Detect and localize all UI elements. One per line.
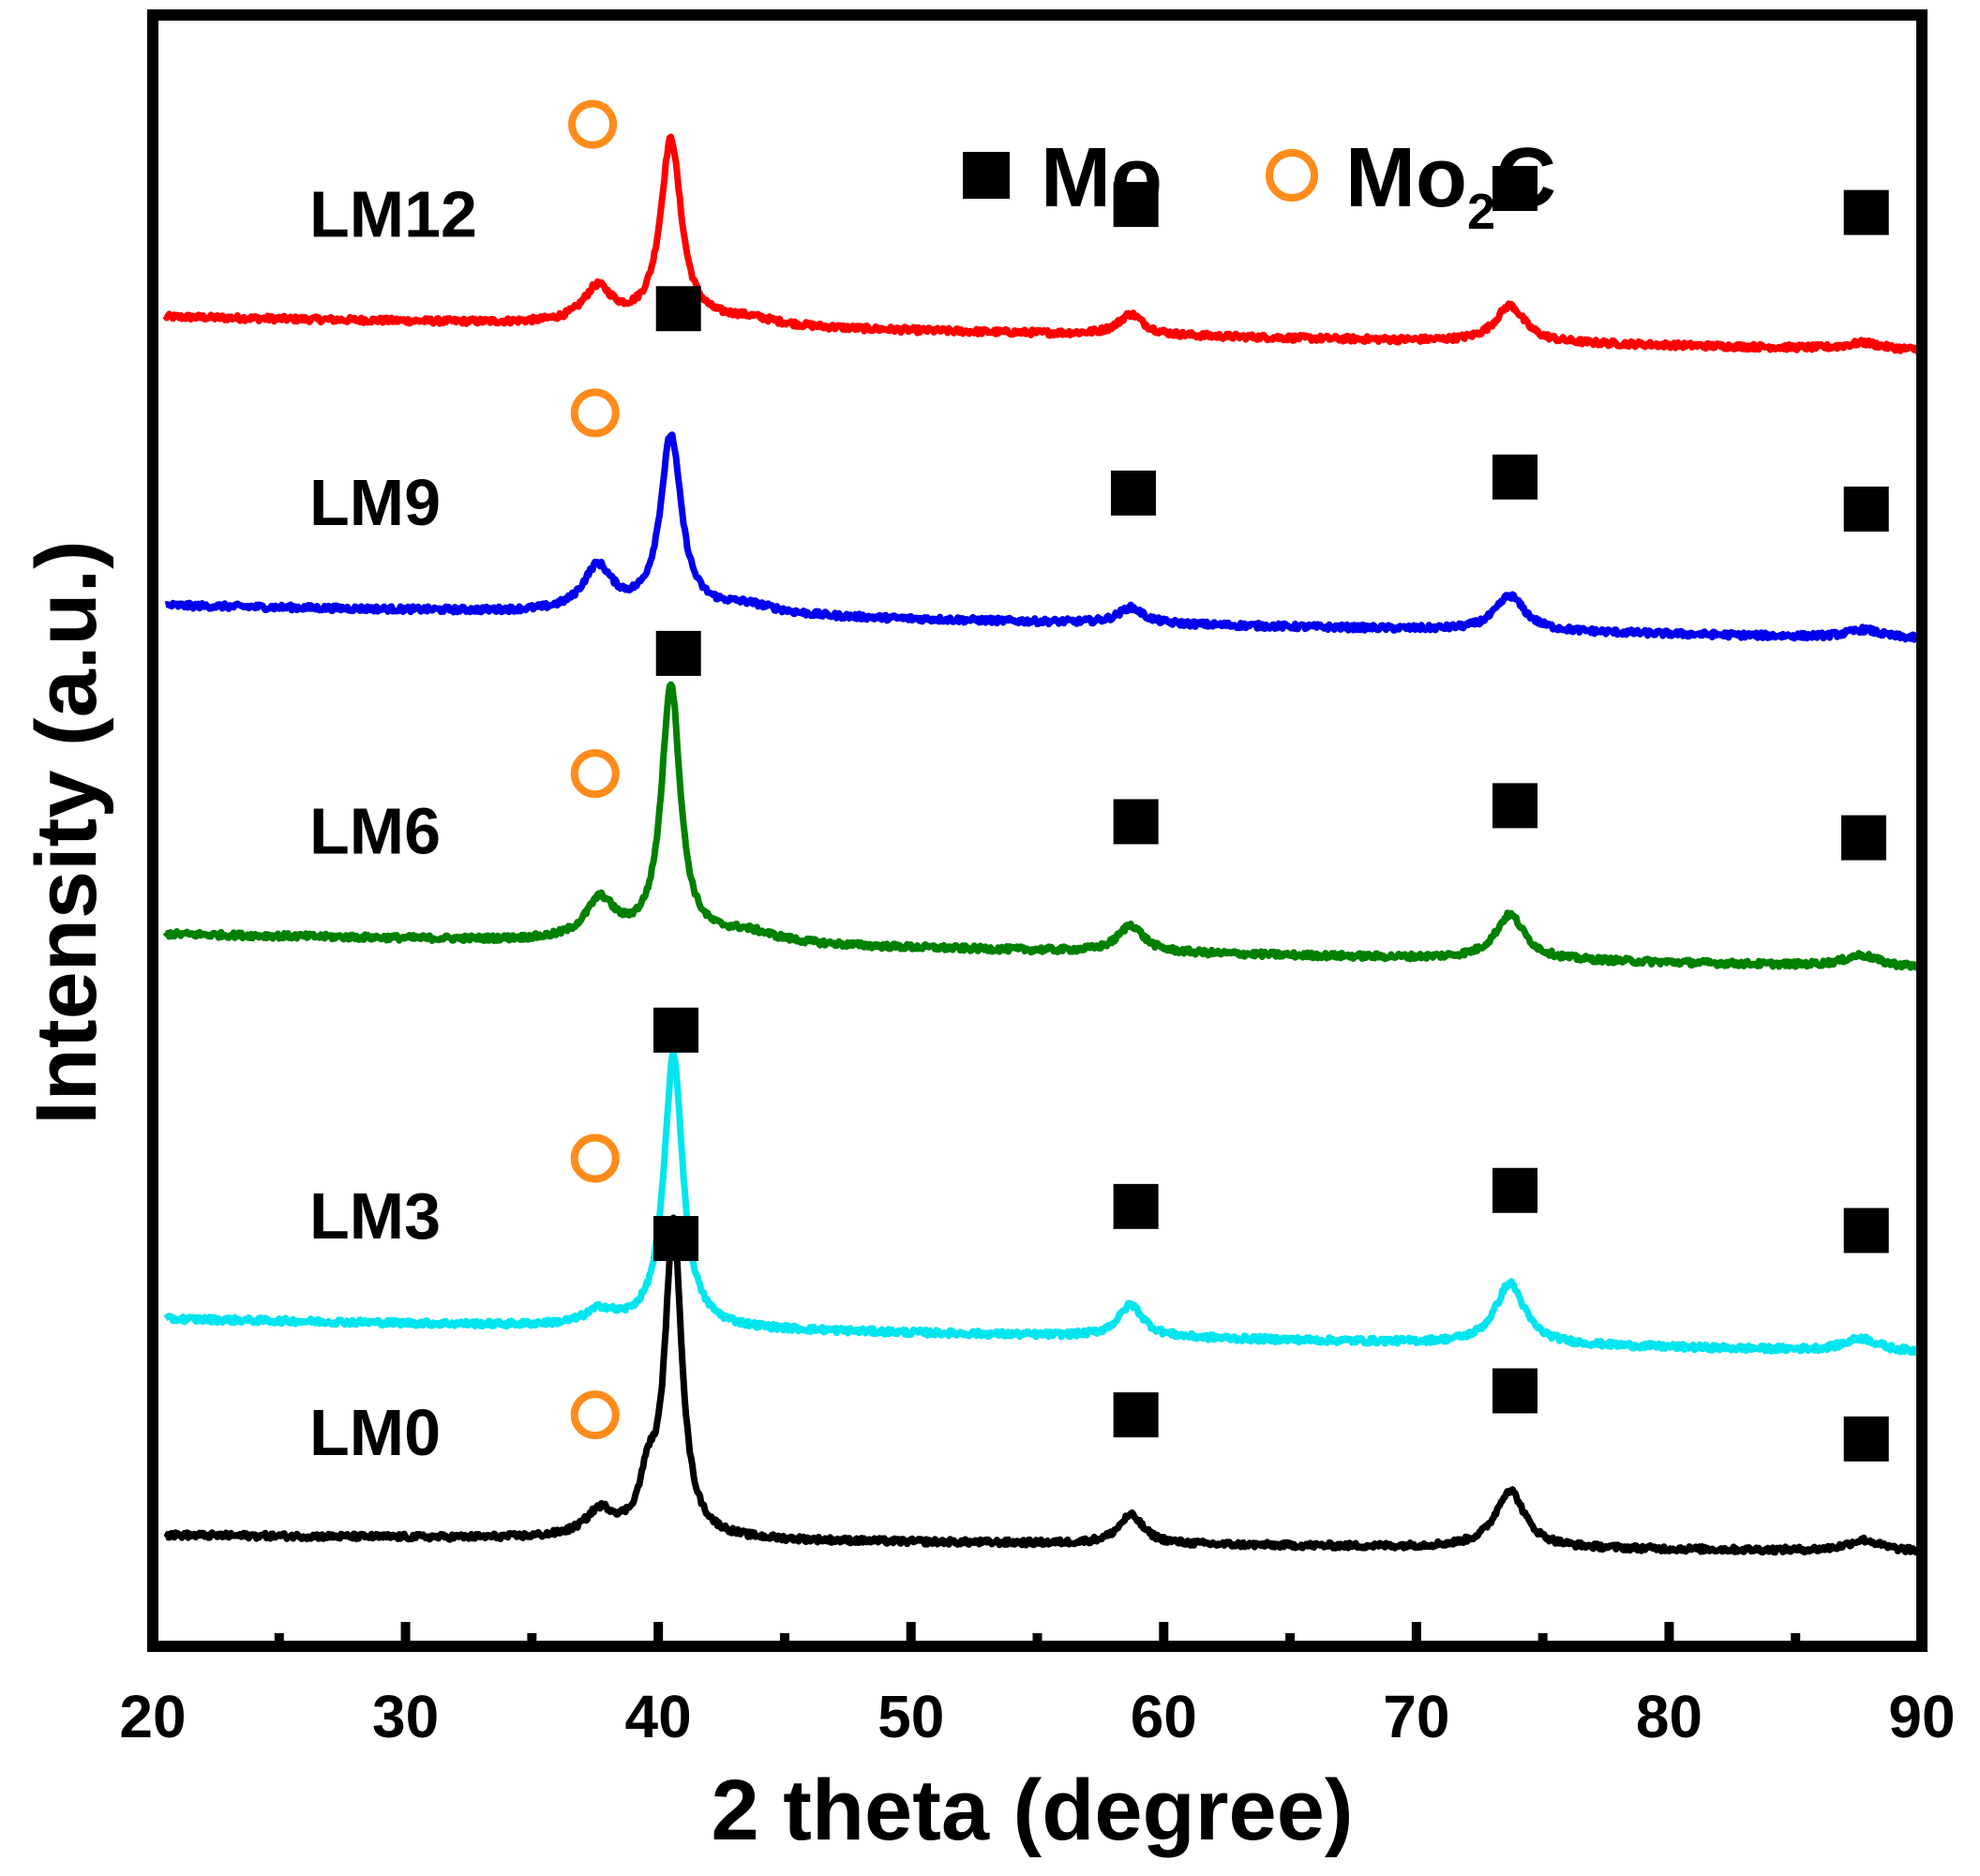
series-line-lm6 [162, 681, 1926, 972]
mo2c-peak-marker [570, 749, 620, 799]
mo-peak-marker [1843, 1208, 1889, 1253]
legend-mo2c-marker [1266, 149, 1318, 202]
mo-peak-marker [1492, 1368, 1538, 1414]
mo-peak-marker [1492, 454, 1538, 500]
x-axis-tick-labels: 20 30 40 50 60 70 80 90 [119, 1683, 1955, 1750]
legend-mo-label: Mo [1041, 131, 1162, 225]
mo-peak-marker [1843, 487, 1889, 532]
series-label-lm3: LM3 [309, 1179, 441, 1253]
x-tick-label: 80 [1636, 1683, 1702, 1750]
legend-mo-marker [963, 152, 1010, 199]
mo-peak-marker [655, 286, 701, 332]
peak-marker-layer [568, 99, 1889, 1462]
x-axis-ticks [274, 1622, 1801, 1646]
mo2c-peak-marker [568, 99, 618, 149]
mo-peak-marker [1492, 166, 1538, 211]
mo-peak-marker [1113, 182, 1159, 228]
mo-peak-marker [1492, 1167, 1538, 1213]
mo-peak-marker [1840, 815, 1886, 861]
mo2c-peak-marker [570, 1133, 620, 1183]
mo-peak-marker [1492, 783, 1538, 829]
mo-peak-marker [653, 1007, 699, 1053]
mo2c-peak-marker [570, 388, 620, 438]
series-label-lm12: LM12 [309, 177, 477, 250]
x-tick-label: 90 [1888, 1683, 1955, 1750]
x-tick-label: 40 [625, 1683, 692, 1750]
series-label-lm0: LM0 [309, 1396, 441, 1469]
mo-peak-marker [655, 630, 701, 676]
mo-peak-marker [1843, 1416, 1889, 1462]
series-line-lm9 [163, 431, 1925, 643]
y-axis-title: Intensity (a.u.) [19, 540, 114, 1125]
series-label-lm9: LM9 [309, 466, 441, 539]
legend-mo2c-label-base: Mo [1345, 131, 1467, 225]
mo2c-peak-marker [570, 1390, 620, 1440]
x-axis-title: 2 theta (degree) [711, 1763, 1353, 1858]
x-tick-label: 20 [119, 1683, 186, 1750]
x-tick-label: 60 [1131, 1683, 1197, 1750]
mo-peak-marker [1843, 189, 1889, 235]
series-line-lm12 [162, 133, 1925, 356]
legend-mo2c-label-suffix: C [1495, 131, 1556, 225]
mo-peak-marker [1113, 799, 1159, 845]
series-line-lm3 [163, 1049, 1926, 1358]
series-layer [162, 133, 1926, 1556]
legend-mo2c-label-subscript: 2 [1467, 184, 1495, 240]
mo-peak-marker [653, 1216, 699, 1262]
mo-peak-marker [1113, 1392, 1159, 1438]
x-tick-label: 30 [372, 1683, 439, 1750]
mo-peak-marker [1110, 470, 1156, 516]
series-label-layer: LM12 LM9 LM6 LM3 LM0 [309, 177, 477, 1469]
legend: Mo Mo2C [963, 131, 1556, 240]
mo-peak-marker [1113, 1183, 1159, 1229]
x-tick-label: 50 [878, 1683, 944, 1750]
legend-mo2c-label: Mo2C [1345, 131, 1556, 240]
x-tick-label: 70 [1383, 1683, 1449, 1750]
series-label-lm6: LM6 [309, 795, 441, 868]
series-line-lm0 [163, 1214, 1925, 1556]
